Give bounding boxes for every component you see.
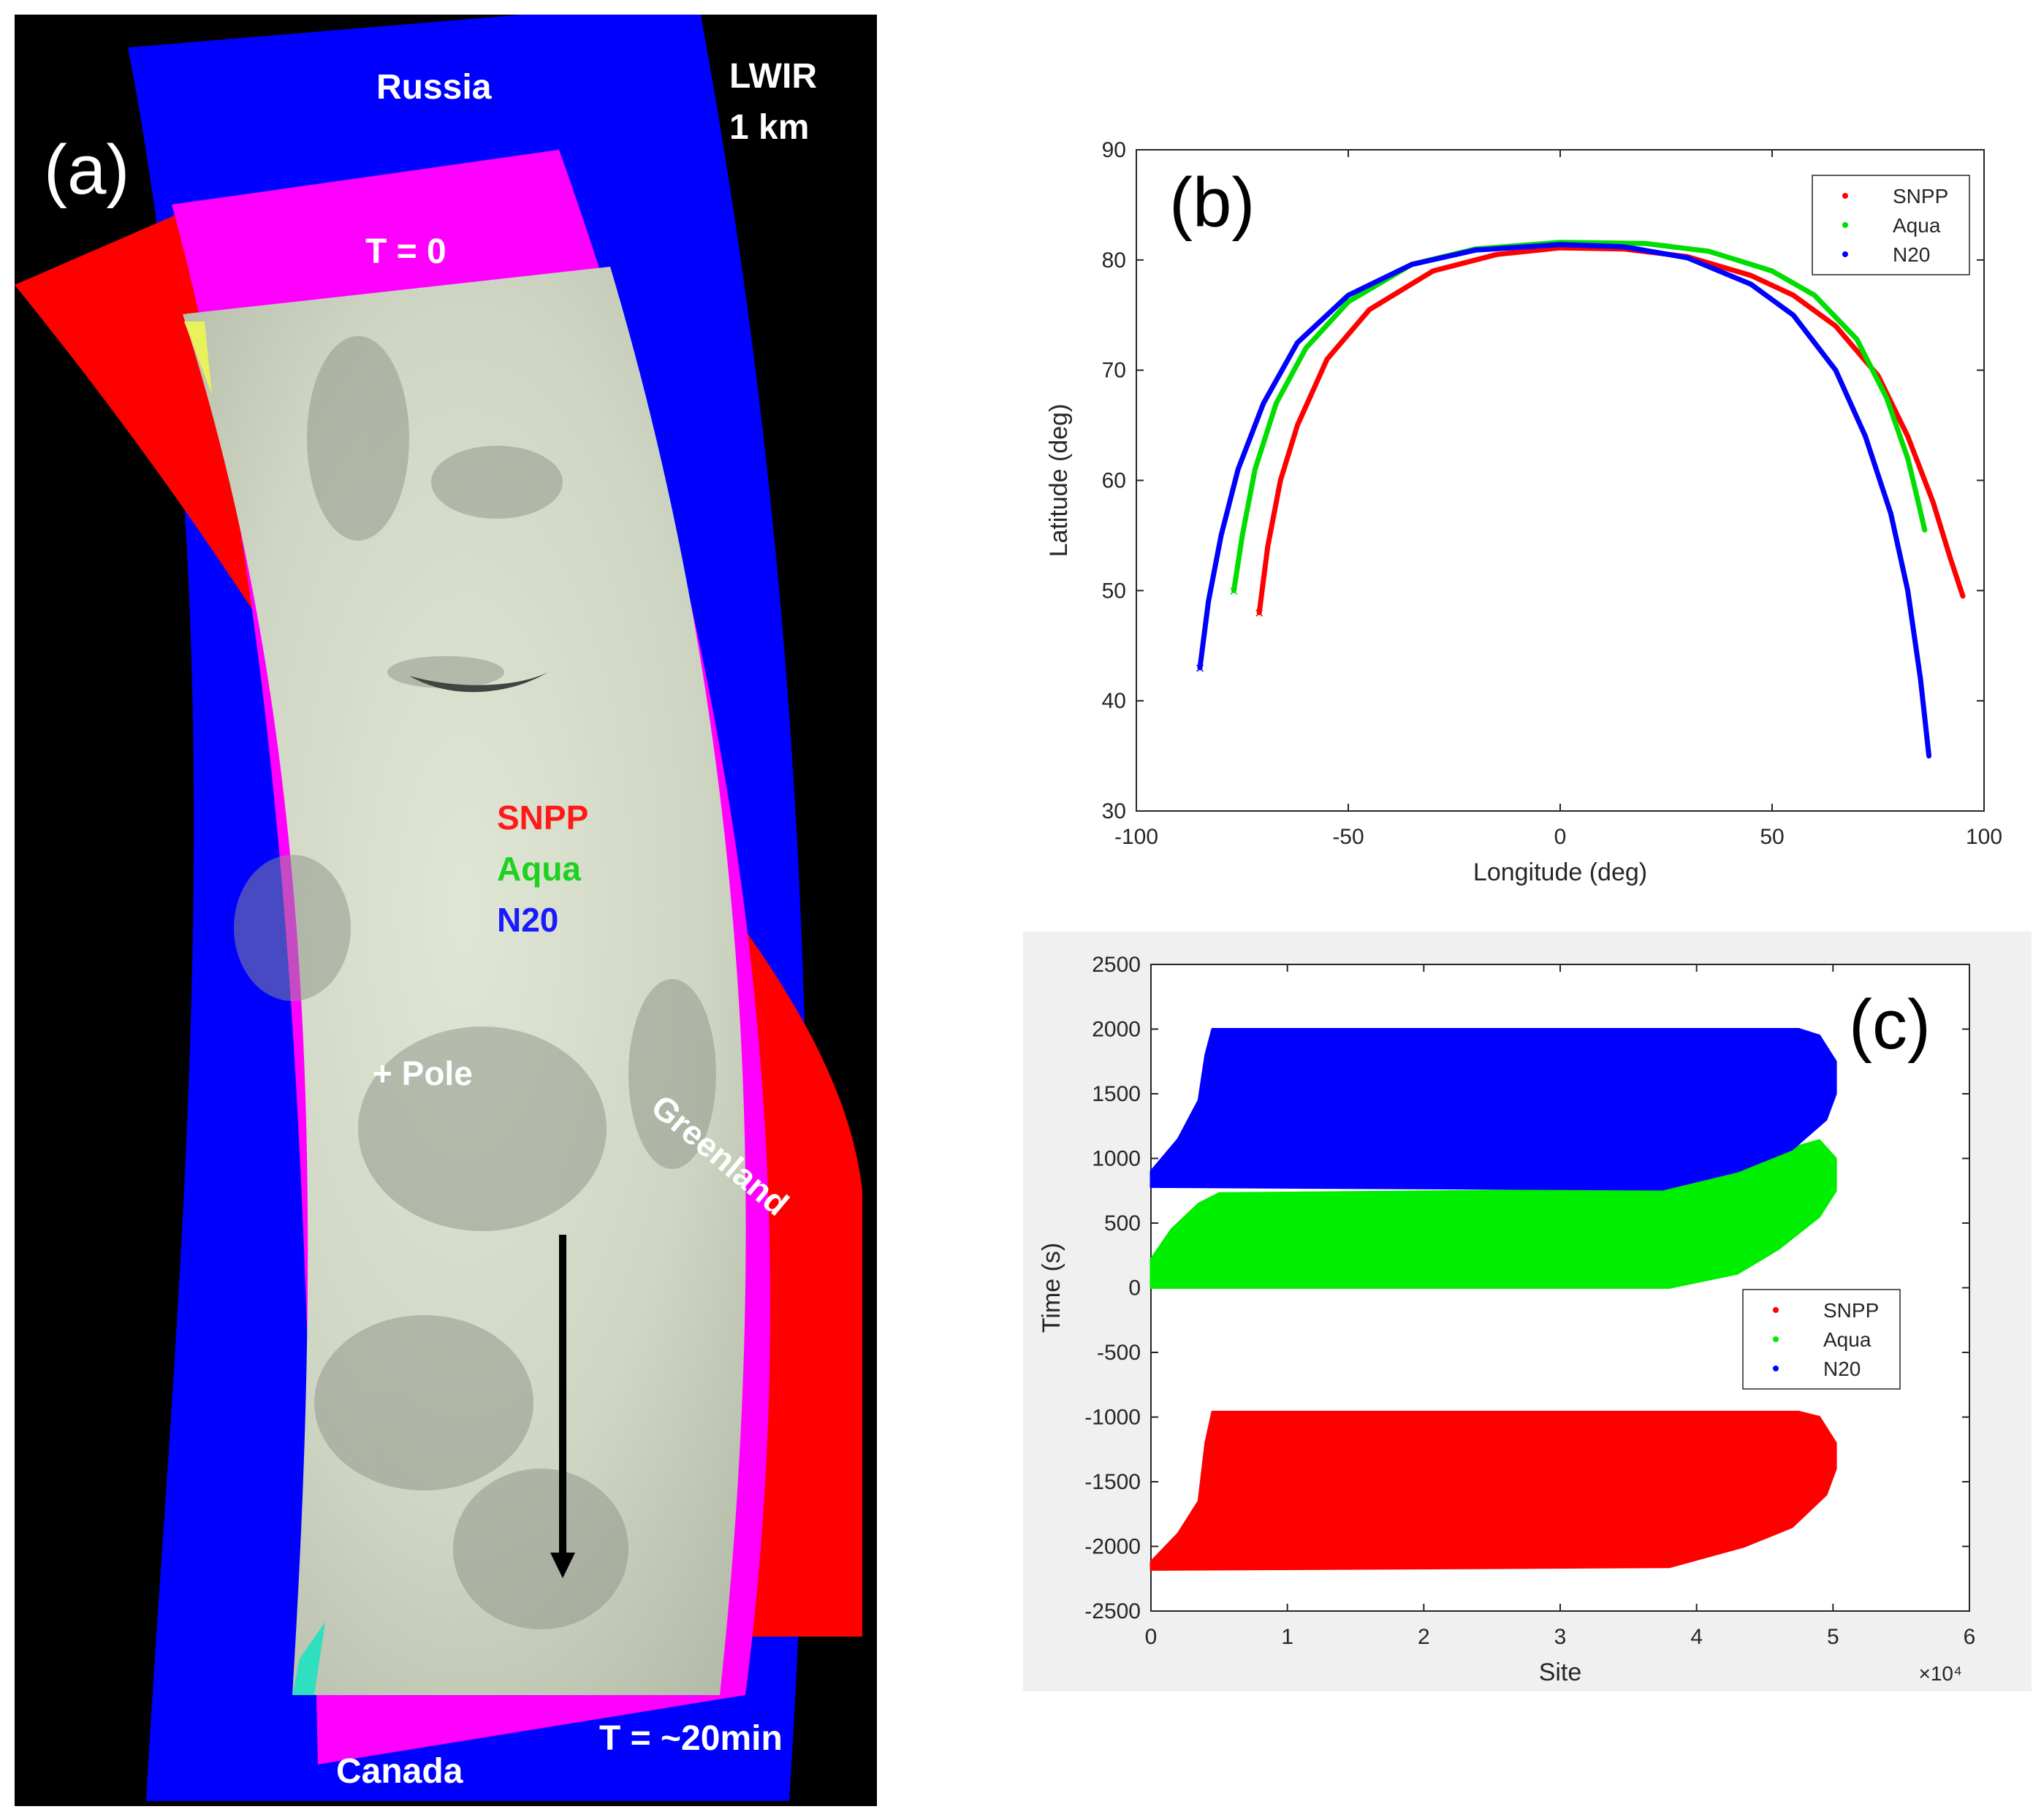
label-canada: Canada [336, 1752, 463, 1791]
panel-b-lat-lon-chart: -100 -50 0 50 100 30 40 50 60 70 80 90 Longitude (de… [1038, 124, 2032, 899]
arrow-head [550, 1553, 575, 1578]
legend-label-snpp: SNPP [1823, 1299, 1879, 1322]
y-tick-label: 2500 [1092, 953, 1141, 977]
x-scale-note: ×10⁴ [1918, 1662, 1962, 1685]
panel-a-satellite-image: (a) Russia LWIR 1 km T = 0 SNPP Aqua N20… [15, 0, 877, 1806]
series-area-snpp [1150, 1410, 1837, 1571]
y-tick-label: 40 [1102, 689, 1126, 713]
y-axis-label: Time (s) [1038, 1243, 1065, 1333]
y-tick-label: -1000 [1084, 1406, 1141, 1430]
y-tick-label: 90 [1102, 138, 1126, 162]
x-axis-label: Site [1539, 1659, 1582, 1686]
panel-label-c: (c) [1849, 986, 1931, 1064]
legend-label-snpp: SNPP [1893, 185, 1948, 207]
x-tick-label: 6 [1964, 1625, 1976, 1649]
y-tick-label: -1500 [1084, 1470, 1141, 1494]
x-axis-label: Longitude (deg) [1473, 858, 1647, 886]
overlap-cloud-region [183, 267, 746, 1695]
legend-box [1742, 1289, 1901, 1390]
label-resolution: 1 km [729, 108, 809, 147]
series-line-n20 [1197, 242, 1932, 759]
y-tick-label: -500 [1097, 1341, 1141, 1365]
y-tick-label: 0 [1128, 1276, 1141, 1301]
label-band: LWIR [729, 57, 817, 96]
y-tick-label: 60 [1102, 469, 1126, 493]
x-tick-label: 50 [1760, 825, 1784, 849]
x-tick-label: 1 [1281, 1625, 1293, 1649]
panel-c-time-site-chart: 0 1 2 3 4 5 6 -2500 -2000 -1500 -1000 -500 0 500 1000 1… [1023, 932, 2032, 1691]
label-t0: T = 0 [365, 232, 446, 271]
x-tick-label: -100 [1114, 825, 1158, 849]
series-start-marker-n20: × [1196, 659, 1205, 677]
x-tick-label: 2 [1418, 1625, 1430, 1649]
x-tick-label: 0 [1554, 825, 1567, 849]
legend-marker-snpp [1842, 193, 1848, 199]
series-start-marker-snpp: × [1255, 604, 1264, 622]
cyan-sliver [292, 1622, 325, 1695]
legend-label-aqua: Aqua [1893, 214, 1941, 237]
x-tick-label: -50 [1332, 825, 1364, 849]
legend-marker-n20 [1842, 251, 1848, 257]
y-tick-label: 70 [1102, 359, 1126, 383]
legend-marker-aqua [1773, 1336, 1779, 1342]
y-tick-label: -2000 [1084, 1535, 1141, 1559]
yellow-sliver [184, 321, 212, 395]
label-russia: Russia [376, 68, 492, 107]
y-tick-label: 500 [1104, 1211, 1141, 1235]
legend-box [1812, 175, 1970, 275]
x-tick-label: 4 [1690, 1625, 1703, 1649]
legend-snpp: SNPP [497, 799, 588, 837]
panel-label-b: (b) [1169, 164, 1255, 242]
y-tick-label: 2000 [1092, 1018, 1141, 1042]
dark-cloud-streak [409, 672, 548, 693]
legend-label-aqua: Aqua [1823, 1328, 1872, 1351]
legend-aqua: Aqua [497, 850, 581, 888]
legend-label-n20: N20 [1893, 243, 1930, 266]
series-area-n20 [1150, 1028, 1837, 1191]
label-pole: + Pole [373, 1054, 473, 1092]
y-tick-label: -2500 [1084, 1599, 1141, 1623]
x-tick-label: 3 [1554, 1625, 1567, 1649]
series-start-marker-aqua: × [1229, 582, 1239, 600]
legend-n20: N20 [497, 901, 558, 939]
series-line-aqua [1231, 240, 1928, 593]
legend-label-n20: N20 [1823, 1358, 1861, 1380]
y-tick-label: 30 [1102, 799, 1126, 823]
cloud-texture [234, 336, 716, 1629]
x-tick-label: 5 [1827, 1625, 1839, 1649]
y-tick-label: 1500 [1092, 1082, 1141, 1106]
legend-marker-n20 [1773, 1366, 1779, 1371]
y-axis-label: Latitude (deg) [1045, 404, 1073, 557]
legend-marker-aqua [1842, 222, 1848, 228]
x-tick-label: 0 [1145, 1625, 1158, 1649]
series-area-aqua [1150, 1139, 1837, 1289]
x-tick-label: 100 [1966, 825, 2002, 849]
label-t-end: T = ~20min [599, 1719, 783, 1758]
y-tick-label: 50 [1102, 579, 1126, 603]
y-tick-label: 80 [1102, 248, 1126, 273]
y-tick-label: 1000 [1092, 1147, 1141, 1171]
panel-label-a: (a) [44, 131, 129, 209]
legend-marker-snpp [1773, 1307, 1779, 1313]
